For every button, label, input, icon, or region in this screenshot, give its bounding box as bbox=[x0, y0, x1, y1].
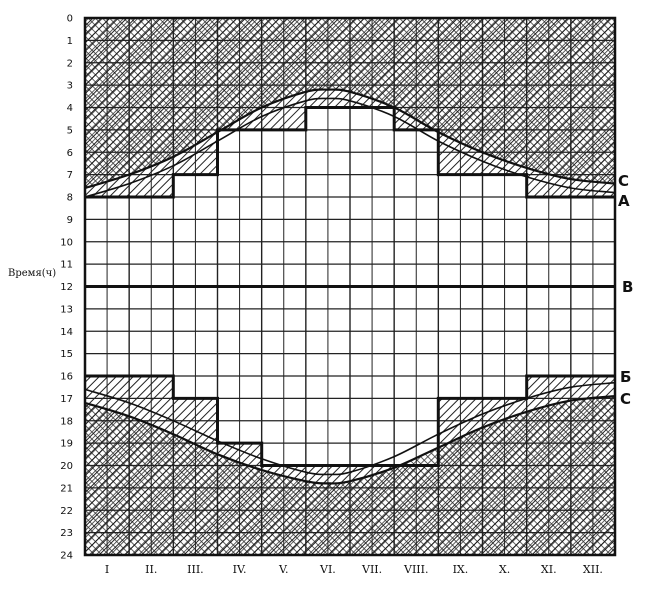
label-c-top: C bbox=[618, 172, 629, 190]
y-tick-label: 13 bbox=[60, 304, 73, 315]
y-tick-label: 17 bbox=[60, 394, 73, 405]
y-tick-label: 4 bbox=[67, 103, 73, 114]
label-a: A bbox=[618, 192, 630, 210]
y-tick-label: 22 bbox=[60, 506, 73, 517]
y-tick-label: 10 bbox=[60, 237, 73, 248]
y-tick-label: 6 bbox=[67, 148, 73, 159]
y-tick-label: 14 bbox=[60, 327, 73, 338]
x-tick-label: X. bbox=[499, 563, 510, 576]
y-axis-label: Время(ч) bbox=[8, 268, 56, 279]
y-tick-label: 15 bbox=[60, 349, 73, 360]
y-tick-label: 7 bbox=[67, 170, 73, 181]
series-be bbox=[85, 374, 615, 467]
series-c-lower bbox=[85, 395, 615, 485]
x-tick-label: XII. bbox=[583, 563, 603, 576]
series-a bbox=[85, 106, 615, 199]
x-tick-label: VIII. bbox=[403, 563, 428, 576]
x-tick-label: VI. bbox=[319, 563, 336, 576]
label-c-bottom: C bbox=[620, 390, 631, 408]
y-tick-label: 9 bbox=[67, 215, 73, 226]
y-tick-label: 11 bbox=[60, 260, 73, 271]
y-tick-label: 12 bbox=[60, 282, 73, 293]
x-tick-labels: I II. III. IV. V. VI. VII. VIII. IX. X. XI. XII. bbox=[105, 563, 603, 576]
y-tick-label: 1 bbox=[67, 36, 73, 47]
y-tick-label: 19 bbox=[60, 439, 73, 450]
y-tick-label: 2 bbox=[67, 58, 73, 69]
x-tick-label: XI. bbox=[541, 563, 557, 576]
y-tick-label: 0 bbox=[67, 14, 73, 25]
plot-frame bbox=[83, 16, 617, 557]
x-tick-label: IX. bbox=[453, 563, 469, 576]
x-tick-label: IV. bbox=[233, 563, 247, 576]
x-tick-label: III. bbox=[187, 563, 204, 576]
series bbox=[85, 88, 615, 485]
x-tick-label: V. bbox=[278, 563, 289, 576]
label-b: B bbox=[622, 278, 633, 296]
y-tick-label: 18 bbox=[60, 416, 73, 427]
y-tick-label: 3 bbox=[67, 81, 73, 92]
y-tick-label: 20 bbox=[60, 461, 73, 472]
y-tick-label: 16 bbox=[60, 372, 73, 383]
label-be: Б bbox=[620, 368, 631, 386]
x-tick-label: VII. bbox=[361, 563, 382, 576]
y-tick-label: 24 bbox=[60, 551, 73, 562]
y-tick-label: 8 bbox=[67, 193, 73, 204]
y-tick-label: 21 bbox=[60, 483, 73, 494]
series-c-upper bbox=[85, 88, 615, 190]
y-tick-label: 23 bbox=[60, 528, 73, 539]
x-tick-label: I bbox=[105, 563, 109, 576]
x-tick-label: II. bbox=[145, 563, 157, 576]
y-tick-label: 5 bbox=[67, 125, 73, 136]
